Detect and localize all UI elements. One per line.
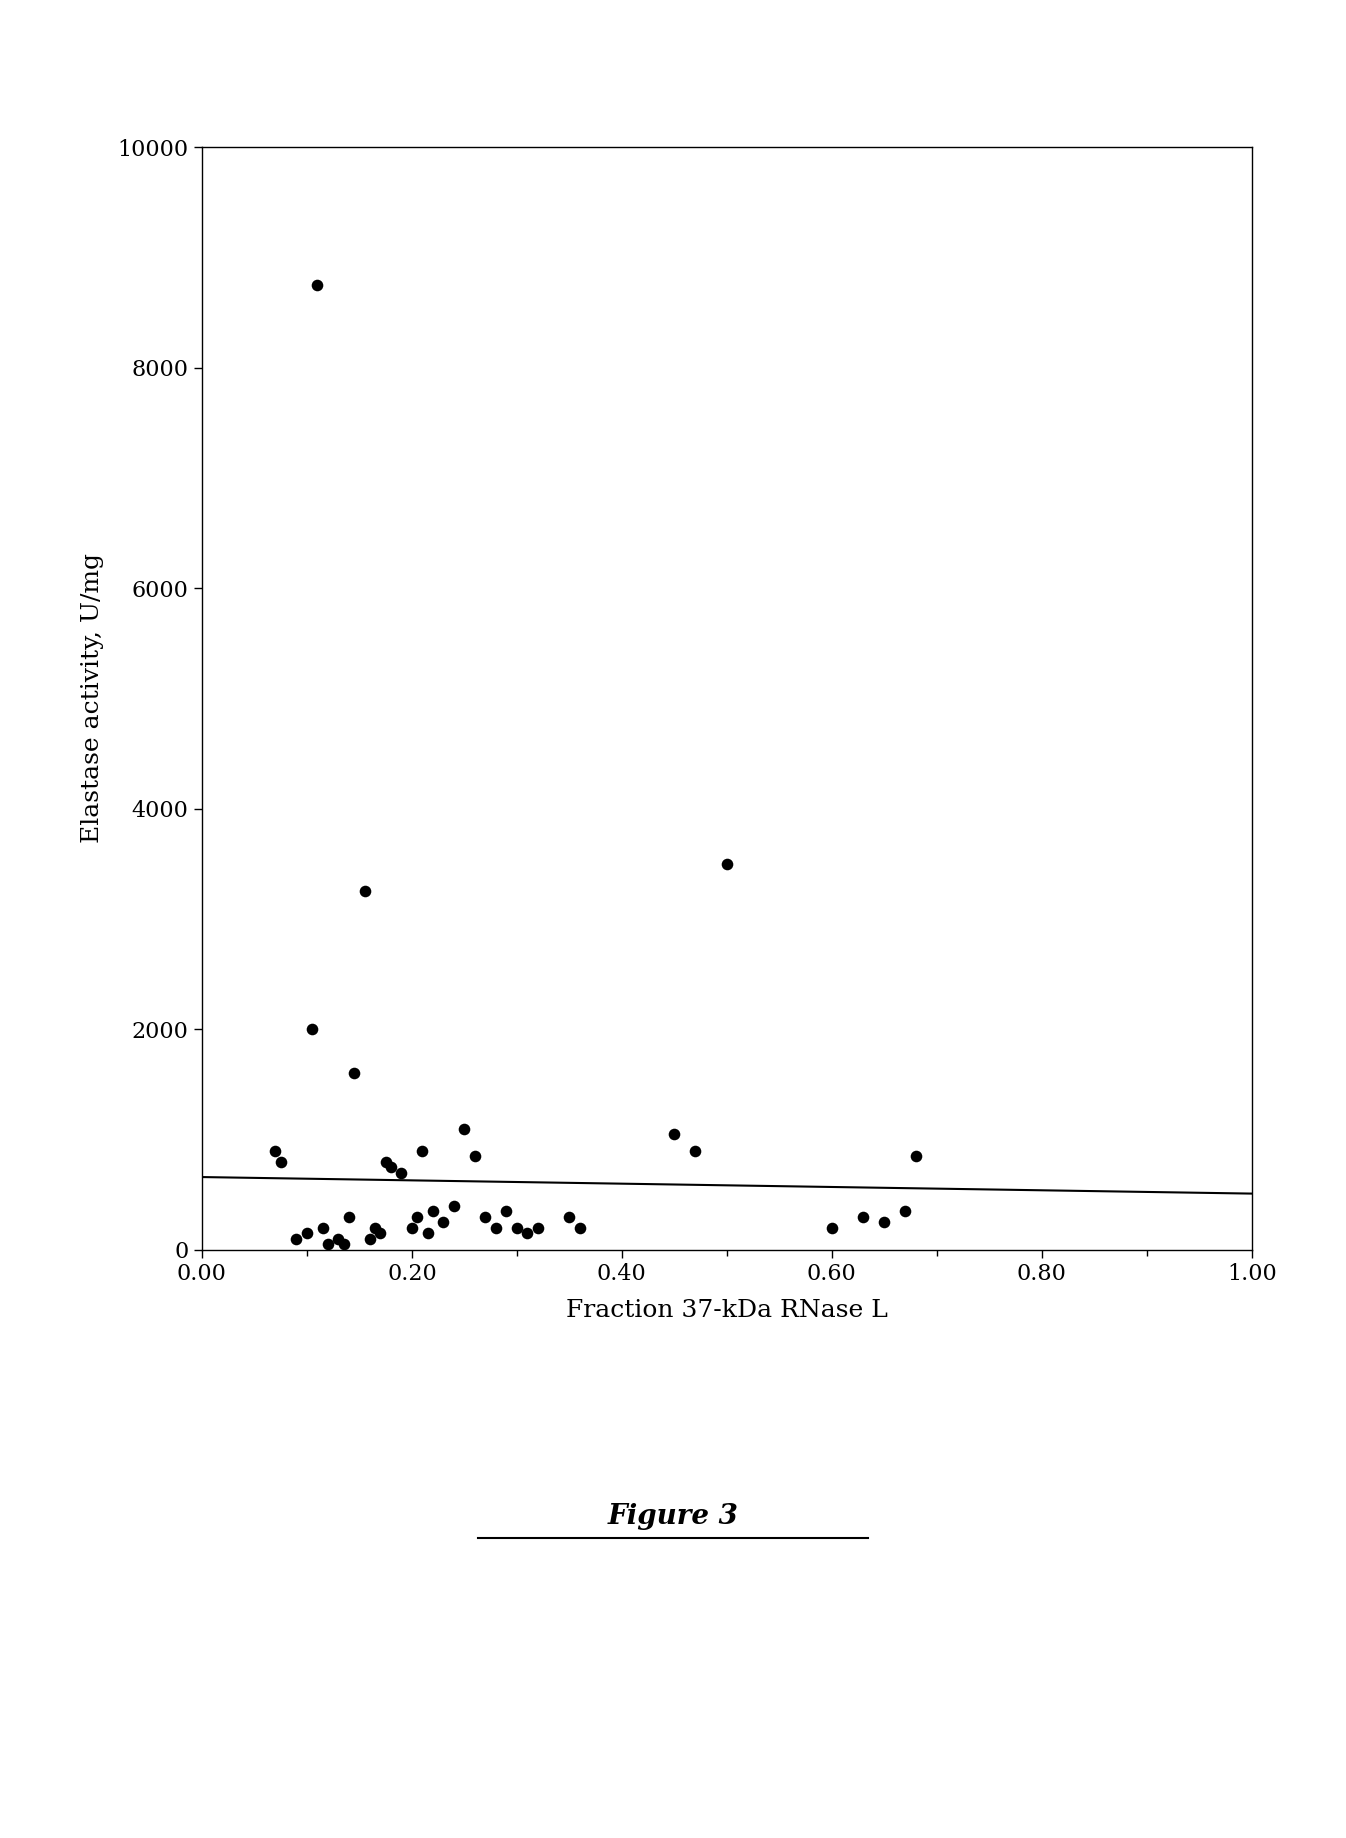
Point	[464, 1141, 486, 1171]
Text: Figure 3: Figure 3	[607, 1503, 739, 1529]
Point	[559, 1202, 580, 1231]
Point	[312, 1213, 334, 1242]
Point	[485, 1213, 506, 1242]
Point	[318, 1230, 339, 1259]
Point	[716, 849, 738, 879]
Point	[370, 1219, 392, 1248]
Point	[454, 1114, 475, 1143]
Point	[517, 1219, 538, 1248]
Point	[874, 1208, 895, 1237]
Point	[327, 1224, 349, 1254]
Point	[852, 1202, 874, 1231]
Point	[265, 1136, 287, 1165]
Point	[528, 1213, 549, 1242]
Point	[285, 1224, 307, 1254]
Point	[332, 1230, 354, 1259]
Point	[374, 1147, 396, 1176]
Point	[390, 1158, 412, 1187]
Point	[359, 1224, 381, 1254]
Point	[307, 270, 328, 300]
Point	[269, 1147, 291, 1176]
Point	[412, 1136, 433, 1165]
Point	[685, 1136, 707, 1165]
X-axis label: Fraction 37-kDa RNase L: Fraction 37-kDa RNase L	[565, 1299, 888, 1322]
Point	[569, 1213, 591, 1242]
Point	[296, 1219, 318, 1248]
Point	[475, 1202, 497, 1231]
Point	[302, 1015, 323, 1044]
Point	[443, 1191, 464, 1220]
Point	[338, 1202, 359, 1231]
Point	[495, 1197, 517, 1226]
Point	[406, 1202, 428, 1231]
Point	[895, 1197, 917, 1226]
Point	[401, 1213, 423, 1242]
Point	[821, 1213, 843, 1242]
Point	[354, 877, 376, 906]
Point	[432, 1208, 454, 1237]
Point	[343, 1059, 365, 1088]
Y-axis label: Elastase activity, U/mg: Elastase activity, U/mg	[81, 553, 104, 844]
Point	[380, 1152, 401, 1182]
Point	[423, 1197, 444, 1226]
Point	[905, 1141, 926, 1171]
Point	[664, 1119, 685, 1149]
Point	[365, 1213, 386, 1242]
Point	[417, 1219, 439, 1248]
Point	[506, 1213, 528, 1242]
